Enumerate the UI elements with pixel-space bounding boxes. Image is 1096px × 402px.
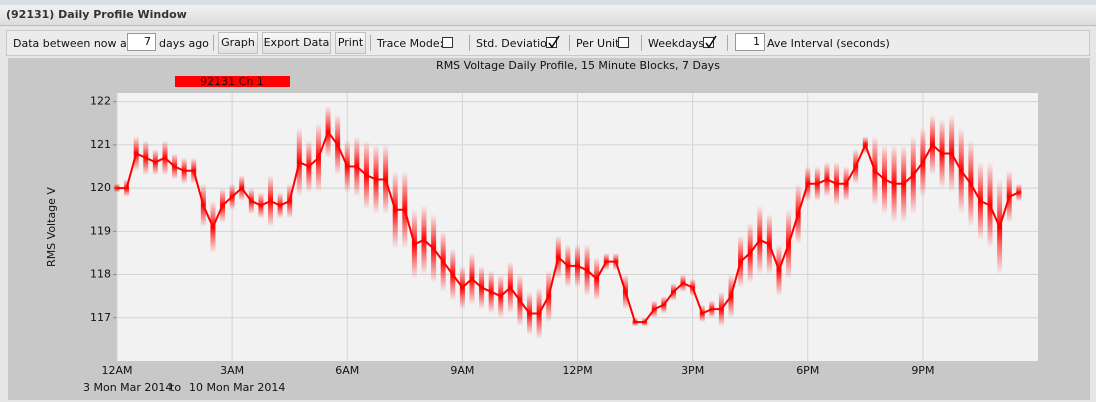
checkbox[interactable] bbox=[703, 35, 717, 49]
separator bbox=[370, 35, 371, 51]
separator bbox=[469, 35, 470, 51]
y-tick-label: 117 bbox=[90, 311, 111, 324]
separator bbox=[213, 35, 214, 51]
checkbox-label: Trace Mode: bbox=[377, 37, 444, 50]
checkbox[interactable] bbox=[618, 37, 629, 48]
days-suffix: days ago bbox=[159, 37, 209, 50]
interval-input[interactable]: 1 bbox=[735, 33, 765, 51]
legend-swatch bbox=[175, 76, 290, 87]
export-button[interactable]: Export Data bbox=[262, 32, 331, 54]
x-tick-label: 3PM bbox=[681, 364, 704, 377]
checkbox[interactable] bbox=[442, 37, 453, 48]
x-tick-label: 12PM bbox=[562, 364, 592, 377]
graph-button[interactable]: Graph bbox=[218, 32, 258, 54]
checkbox-label: Std. Deviation bbox=[476, 37, 554, 50]
y-axis-label: RMS Voltage V bbox=[45, 187, 58, 267]
checkbox-label: Weekdays bbox=[648, 37, 705, 50]
date-start: 3 Mon Mar 2014 bbox=[83, 381, 172, 394]
x-tick-label: 3AM bbox=[220, 364, 244, 377]
date-end: 10 Mon Mar 2014 bbox=[189, 381, 285, 394]
checkbox[interactable] bbox=[546, 35, 560, 49]
days-label: Data between now and bbox=[13, 37, 141, 50]
x-tick-label: 6PM bbox=[796, 364, 819, 377]
y-tick-label: 121 bbox=[90, 138, 111, 151]
separator bbox=[641, 35, 642, 51]
legend-label: 92131 Ch 1 bbox=[200, 75, 264, 88]
y-tick-label: 118 bbox=[90, 268, 111, 281]
top-strip bbox=[0, 0, 1096, 5]
separator bbox=[727, 35, 728, 51]
x-tick-label: 9AM bbox=[450, 364, 474, 377]
date-sep: to bbox=[170, 381, 181, 394]
y-tick-label: 122 bbox=[90, 95, 111, 108]
title-bar: (92131) Daily Profile Window bbox=[0, 5, 1096, 26]
days-input[interactable]: 7 bbox=[127, 33, 156, 51]
x-tick-label: 6AM bbox=[335, 364, 359, 377]
x-tick-label: 12AM bbox=[101, 364, 132, 377]
print-button[interactable]: Print bbox=[335, 32, 366, 54]
interval-label: Ave Interval (seconds) bbox=[767, 37, 890, 50]
separator bbox=[569, 35, 570, 51]
toolbar: Data between now and 7 days ago Graph Ex… bbox=[6, 30, 1090, 56]
y-tick-label: 119 bbox=[90, 224, 111, 237]
chart-title: RMS Voltage Daily Profile, 15 Minute Blo… bbox=[436, 59, 720, 72]
y-tick-label: 120 bbox=[90, 181, 111, 194]
checkbox-label: Per Unit bbox=[576, 37, 620, 50]
series-line bbox=[117, 129, 1020, 324]
window-title: (92131) Daily Profile Window bbox=[6, 8, 187, 21]
x-tick-label: 9PM bbox=[911, 364, 934, 377]
